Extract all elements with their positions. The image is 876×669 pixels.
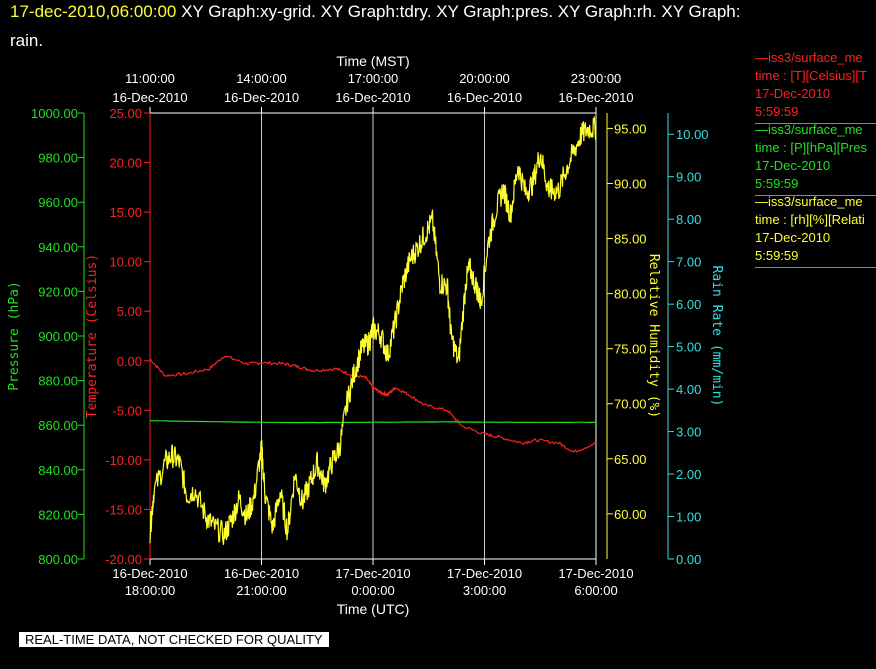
- y-tick-label-pressure: 840.00: [38, 463, 78, 478]
- y-tick-label-rain: 5.00: [676, 340, 701, 355]
- y-tick-label-rh: 85.00: [614, 232, 647, 247]
- x-tick-label-bottom-date: 17-Dec-2010: [335, 566, 410, 581]
- y-tick-label-temperature: 25.00: [109, 106, 142, 121]
- legend-desc: time : [T][Celsius][T: [755, 68, 867, 83]
- y-tick-label-temperature: 5.00: [117, 304, 142, 319]
- y-tick-label-temperature: 0.00: [117, 354, 142, 369]
- y-tick-label-rain: 1.00: [676, 510, 701, 525]
- quality-notice: REAL-TIME DATA, NOT CHECKED FOR QUALITY: [19, 632, 329, 647]
- legend-separator: [755, 267, 876, 268]
- series-line-pressure: [149, 420, 597, 424]
- legend-time: 5:59:59: [755, 104, 799, 119]
- y-tick-label-rain: 8.00: [676, 212, 701, 227]
- legend-name: —iss3/surface_me: [755, 122, 863, 137]
- x-tick-label-bottom-date: 16-Dec-2010: [224, 566, 299, 581]
- x-tick-label-top-date: 16-Dec-2010: [447, 90, 522, 105]
- y-tick-label-temperature: -20.00: [105, 552, 142, 567]
- y-tick-label-temperature: -15.00: [105, 502, 142, 517]
- y-tick-label-pressure: 860.00: [38, 418, 78, 433]
- y-tick-label-pressure: 900.00: [38, 329, 78, 344]
- legend-date: 17-Dec-2010: [755, 230, 831, 245]
- legend-desc: time : [P][hPa][Pres: [755, 140, 867, 155]
- y-tick-label-temperature: 10.00: [109, 255, 142, 270]
- y-tick-label-rh: 70.00: [614, 397, 647, 412]
- y-tick-label-rain: 3.00: [676, 425, 701, 440]
- y-tick-label-rh: 95.00: [614, 121, 647, 136]
- x-tick-label-top-date: 16-Dec-2010: [335, 90, 410, 105]
- y-tick-label-pressure: 920.00: [38, 284, 78, 299]
- legend-separator: [755, 195, 876, 196]
- x-tick-label-bottom-date: 16-Dec-2010: [112, 566, 187, 581]
- y-tick-label-pressure: 960.00: [38, 195, 78, 210]
- legend-separator: [755, 123, 876, 124]
- y-tick-label-pressure: 800.00: [38, 552, 78, 567]
- legend-time: 5:59:59: [755, 248, 799, 263]
- y-tick-label-rh: 90.00: [614, 176, 647, 191]
- x-tick-label-top-time: 20:00:00: [459, 71, 510, 86]
- x-tick-label-top-time: 11:00:00: [125, 71, 175, 86]
- header-timestamp: 17-dec-2010,06:00:00: [10, 2, 177, 21]
- y-tick-label-rain: 6.00: [676, 297, 701, 312]
- y-tick-label-rain: 0.00: [676, 552, 701, 567]
- x-tick-label-bottom-time: 0:00:00: [351, 583, 394, 598]
- y-tick-label-pressure: 980.00: [38, 151, 78, 166]
- y-tick-label-temperature: 20.00: [109, 156, 142, 171]
- x-tick-label-bottom-time: 21:00:00: [236, 583, 287, 598]
- y-tick-label-rh: 65.00: [614, 452, 647, 467]
- x-tick-label-top-time: 23:00:00: [571, 71, 622, 86]
- y-axis-title-pressure: Pressure (hPa): [7, 281, 22, 391]
- x-tick-label-top-date: 16-Dec-2010: [224, 90, 299, 105]
- legend-date: 17-Dec-2010: [755, 158, 831, 173]
- header-line-2: rain.: [10, 31, 44, 50]
- y-tick-label-rain: 9.00: [676, 170, 701, 185]
- x-tick-label-top-date: 16-Dec-2010: [112, 90, 187, 105]
- y-tick-label-pressure: 880.00: [38, 374, 78, 389]
- y-tick-label-rh: 80.00: [614, 287, 647, 302]
- header-line-1: 17-dec-2010,06:00:00 XY Graph:xy-grid. X…: [10, 2, 740, 22]
- x-axis-title-bottom: Time (UTC): [337, 601, 410, 617]
- series-line-rh: [149, 116, 597, 545]
- y-tick-label-pressure: 940.00: [38, 240, 78, 255]
- y-tick-label-temperature: -10.00: [105, 453, 142, 468]
- legend-name: —iss3/surface_me: [755, 194, 863, 209]
- header-graph-list: XY Graph:xy-grid. XY Graph:tdry. XY Grap…: [181, 2, 741, 21]
- x-tick-label-top-time: 14:00:00: [236, 71, 287, 86]
- legend-date: 17-Dec-2010: [755, 86, 831, 101]
- y-tick-label-rain: 10.00: [676, 127, 709, 142]
- y-axis-title-rain: Rain Rate (mm/min): [709, 266, 724, 407]
- x-tick-label-bottom-date: 17-Dec-2010: [558, 566, 633, 581]
- x-tick-label-bottom-time: 6:00:00: [574, 583, 617, 598]
- x-axis-title-top: Time (MST): [336, 53, 409, 69]
- x-tick-label-top-date: 16-Dec-2010: [558, 90, 633, 105]
- x-tick-label-bottom-time: 18:00:00: [125, 583, 176, 598]
- x-tick-label-top-time: 17:00:00: [348, 71, 399, 86]
- legend-name: —iss3/surface_me: [755, 50, 863, 65]
- y-tick-label-rh: 60.00: [614, 507, 647, 522]
- x-tick-label-bottom-date: 17-Dec-2010: [447, 566, 522, 581]
- y-tick-label-rain: 2.00: [676, 467, 701, 482]
- y-tick-label-rh: 75.00: [614, 342, 647, 357]
- y-tick-label-pressure: 820.00: [38, 507, 78, 522]
- legend-desc: time : [rh][%][Relati: [755, 212, 865, 227]
- legend-time: 5:59:59: [755, 176, 799, 191]
- y-axis-title-rh: Relative Humidity (%): [646, 254, 661, 418]
- y-tick-label-rain: 7.00: [676, 255, 701, 270]
- x-tick-label-bottom-time: 3:00:00: [463, 583, 506, 598]
- y-axis-title-temperature: Temperature (Celsius): [85, 254, 100, 418]
- y-tick-label-temperature: 15.00: [109, 205, 142, 220]
- y-tick-label-temperature: -5.00: [112, 403, 142, 418]
- y-tick-label-rain: 4.00: [676, 382, 701, 397]
- series-line-temperature: [149, 355, 597, 453]
- y-tick-label-pressure: 1000.00: [31, 106, 78, 121]
